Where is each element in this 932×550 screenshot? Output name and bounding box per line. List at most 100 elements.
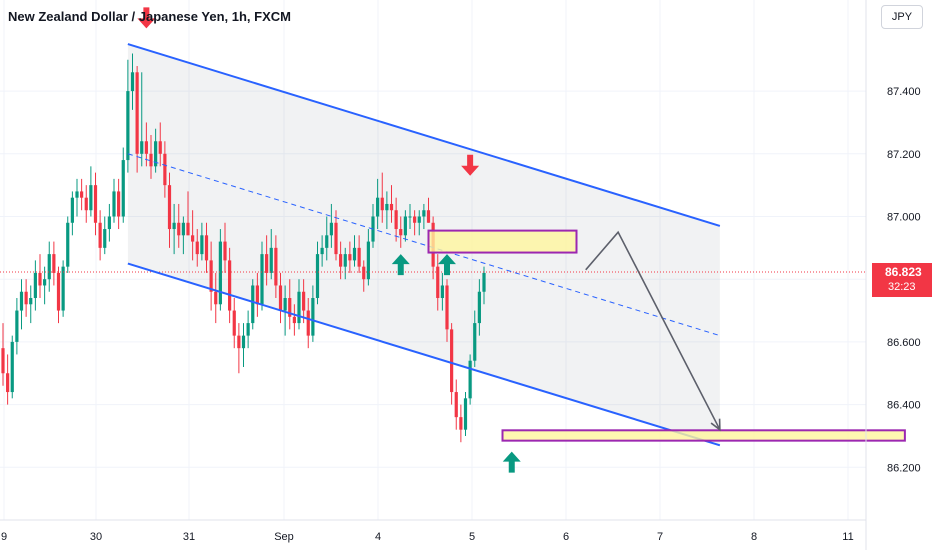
candle-body — [348, 254, 352, 261]
candle-body — [93, 185, 98, 223]
candle-body — [172, 222, 176, 230]
candle-body — [6, 373, 10, 393]
down-arrow-icon — [461, 154, 480, 176]
candle-body — [112, 191, 116, 217]
up-arrow-icon — [391, 254, 410, 276]
candle-body — [223, 241, 227, 261]
candle-body — [473, 323, 477, 361]
candle-body — [426, 210, 431, 223]
candle-body — [214, 291, 218, 305]
x-tick-label: 31 — [183, 531, 195, 543]
candle-body — [43, 279, 47, 286]
x-tick-label: 11 — [842, 531, 853, 543]
candle-body — [283, 298, 287, 311]
candle-body — [52, 254, 56, 273]
candle-body — [241, 335, 246, 349]
candle-body — [450, 329, 454, 393]
y-tick-label: 86.400 — [887, 400, 921, 412]
candle-body — [167, 185, 172, 230]
y-tick-label: 87.000 — [887, 212, 921, 224]
x-tick-label: 6 — [563, 531, 569, 543]
candle-body — [75, 191, 79, 198]
candle-body — [10, 341, 14, 393]
candle-body — [278, 285, 283, 311]
candle-body — [468, 360, 472, 399]
x-axis: 9 30 31 Sep 4 5 6 7 8 11 — [0, 519, 866, 543]
candle-body — [107, 216, 111, 230]
x-tick-label: 4 — [375, 531, 381, 543]
up-arrow-icon — [438, 254, 456, 276]
candle-body — [366, 241, 370, 280]
x-tick-label: Sep — [274, 531, 294, 543]
candle-body — [417, 216, 421, 223]
candle-body — [315, 254, 320, 299]
candle-body — [135, 72, 139, 154]
candle-body — [103, 229, 107, 248]
projection-path — [585, 230, 721, 431]
candle-body — [269, 247, 273, 273]
candle-body — [130, 72, 135, 92]
x-tick-label: 7 — [657, 531, 663, 543]
candle-body — [204, 235, 209, 261]
candle-body — [399, 229, 403, 236]
current-price-label: 86.823 — [885, 265, 922, 279]
candle-body — [325, 235, 329, 248]
candle-body — [154, 141, 158, 167]
candle-body — [302, 291, 306, 311]
candle-body — [292, 316, 296, 324]
candle-body — [403, 216, 407, 236]
candle-body — [436, 266, 440, 299]
candle-body — [297, 291, 301, 324]
candle-body — [29, 298, 33, 305]
candle-body — [177, 222, 181, 236]
candle-body — [459, 417, 463, 430]
candle-body — [47, 254, 51, 280]
current-price-tag: 86.823 32:23 — [872, 263, 932, 297]
candle-body — [376, 197, 380, 217]
bar-countdown-label: 32:23 — [888, 281, 916, 293]
candle-body — [334, 222, 338, 255]
candle-body — [218, 241, 222, 305]
candle-body — [163, 153, 167, 186]
candle-body — [228, 260, 232, 311]
channel-midline — [127, 153, 721, 337]
candle-body — [246, 323, 250, 336]
candle-body — [33, 272, 37, 299]
currency-button[interactable]: JPY — [881, 5, 923, 29]
candle-body — [380, 197, 384, 211]
chart-title: New Zealand Dollar / Japanese Yen, 1h, F… — [8, 9, 291, 24]
y-axis: 86.200 86.400 86.600 87.000 87.200 87.400 — [865, 0, 921, 550]
candle-body — [232, 310, 236, 336]
candle-body — [265, 254, 269, 273]
candle-body — [144, 141, 148, 154]
candle-body — [389, 203, 394, 211]
candle-body — [255, 285, 259, 305]
candle-body — [311, 298, 315, 336]
candle-body — [140, 141, 144, 154]
candle-body — [454, 392, 458, 418]
candle-body — [200, 235, 204, 255]
candle-body — [260, 254, 264, 305]
projection-arrowhead — [710, 418, 721, 432]
y-tick-label: 87.200 — [887, 149, 921, 161]
candle-body — [158, 141, 162, 154]
resistance-zone — [427, 229, 578, 254]
candle-body — [84, 197, 88, 211]
candle-body — [362, 266, 366, 280]
candle-body — [117, 191, 121, 217]
channel-lower-line — [127, 262, 721, 447]
candle-body — [61, 266, 65, 311]
candle-body — [38, 272, 42, 286]
candlesticks — [1, 53, 486, 443]
candle-body — [352, 247, 357, 261]
candle-body — [126, 91, 130, 161]
candle-body — [195, 241, 199, 255]
candle-body — [339, 254, 343, 267]
candle-body — [306, 310, 310, 336]
candle-body — [66, 222, 70, 267]
y-tick-label: 87.400 — [887, 86, 921, 98]
x-tick-label: 8 — [751, 531, 757, 543]
candle-body — [19, 291, 24, 311]
x-tick-label: 5 — [469, 531, 475, 543]
